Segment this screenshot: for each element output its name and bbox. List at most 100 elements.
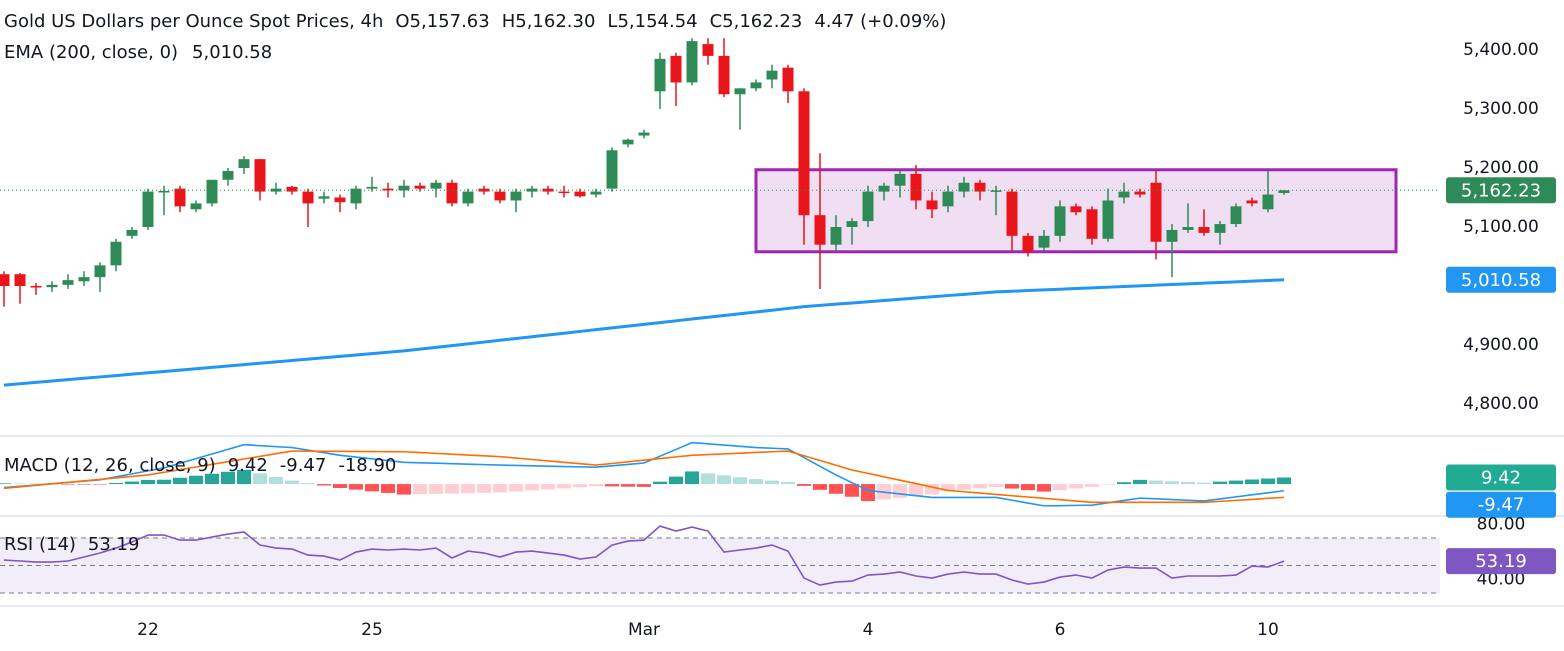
candle-body — [414, 185, 426, 189]
candle-body — [1182, 227, 1194, 230]
candle-body — [622, 139, 634, 145]
indicator-value: 5,010.58 — [192, 42, 272, 63]
indicator-value: 53.19 — [88, 534, 140, 555]
histogram-bar — [781, 481, 795, 485]
histogram-bar — [893, 484, 907, 498]
histogram-bar — [189, 475, 203, 485]
candle-body — [510, 191, 522, 201]
candle-body — [30, 286, 42, 288]
candle-body — [1134, 191, 1146, 195]
price-pill — [1446, 266, 1556, 293]
candle-body — [846, 221, 858, 228]
candle-body — [0, 274, 10, 287]
histogram-bar — [861, 484, 875, 502]
candle-body — [638, 132, 650, 136]
histogram-bar — [941, 484, 955, 492]
price-pill-label: 5,010.58 — [1461, 270, 1541, 291]
candle-body — [862, 191, 874, 222]
histogram-bar — [589, 484, 603, 487]
histogram-bar — [157, 479, 171, 485]
candle-body — [78, 277, 90, 282]
indicator-value: 9.42 — [228, 455, 268, 476]
signal-line — [3, 450, 1285, 504]
histogram-bar — [173, 477, 187, 485]
candle-body — [1278, 190, 1290, 193]
x-tick-label: 10 — [1257, 620, 1279, 640]
histogram-bar — [1053, 484, 1067, 491]
histogram-bar — [221, 471, 235, 485]
candle-body — [830, 227, 842, 245]
candle-body — [174, 188, 186, 207]
y-tick-label: 5,300.00 — [1463, 99, 1539, 119]
candle-body — [1214, 224, 1226, 233]
candle-body — [286, 186, 298, 192]
histogram-bar — [797, 484, 811, 486]
candle-body — [1262, 194, 1274, 210]
candle-body — [126, 229, 138, 236]
candle-body — [782, 67, 794, 92]
candle-body — [62, 280, 74, 285]
histogram-bar — [845, 484, 859, 497]
histogram-bar — [381, 484, 395, 493]
y-tick-label: 4,800.00 — [1463, 394, 1539, 414]
candle-body — [254, 159, 266, 192]
candle-body — [798, 91, 810, 216]
candle-body — [334, 197, 346, 203]
histogram-bar — [541, 484, 555, 490]
y-tick-label: 40.00 — [1477, 569, 1526, 589]
histogram-bar — [349, 484, 363, 490]
indicator-name: EMA (200, close, 0) — [4, 42, 178, 63]
histogram-bar — [29, 483, 43, 485]
candle-body — [206, 179, 218, 204]
candle-body — [814, 215, 826, 245]
histogram-bar — [445, 484, 459, 494]
candle-body — [1198, 227, 1210, 233]
histogram-bar — [237, 469, 251, 485]
ema-line — [3, 278, 1285, 387]
histogram-bar — [1229, 480, 1243, 485]
candle-body — [1006, 191, 1018, 236]
candle-body — [1022, 235, 1034, 252]
histogram-bar — [685, 471, 699, 485]
histogram-bar — [429, 484, 443, 494]
histogram-bar — [301, 483, 315, 485]
histogram-bar — [525, 484, 539, 491]
histogram-bar — [829, 484, 843, 494]
candle-body — [942, 191, 954, 207]
histogram-bar — [925, 484, 939, 495]
change-value: 4.47 (+0.09%) — [814, 11, 946, 32]
candle-body — [382, 188, 394, 191]
candle-body — [1230, 206, 1242, 225]
candle-body — [302, 191, 314, 204]
price-pill — [1446, 548, 1556, 575]
histogram-bar — [1069, 484, 1083, 489]
candle-body — [1166, 229, 1178, 242]
candle-body — [590, 191, 602, 195]
candle-body — [1102, 200, 1114, 239]
candle-body — [926, 200, 938, 210]
y-tick-label: 5,100.00 — [1463, 217, 1539, 237]
candle-body — [910, 173, 922, 201]
indicator-name: MACD (12, 26, close, 9) — [4, 455, 216, 476]
histogram-bar — [1149, 480, 1163, 485]
candle-body — [158, 191, 170, 193]
candle-body — [766, 70, 778, 80]
histogram-bar — [765, 480, 779, 485]
price-pill-label: -9.47 — [1478, 495, 1525, 516]
candle-body — [1086, 209, 1098, 239]
candle-body — [318, 196, 330, 199]
histogram-bar — [717, 475, 731, 485]
candle-body — [494, 191, 506, 201]
histogram-bar — [365, 484, 379, 492]
rsi-line — [3, 525, 1285, 586]
price-pill — [1446, 177, 1556, 204]
histogram-bar — [1165, 481, 1179, 485]
ohlc-value: 5,162.30 — [515, 11, 595, 32]
price-pill — [1446, 491, 1556, 518]
candle-body — [1070, 206, 1082, 213]
price-pill-label: 53.19 — [1475, 551, 1527, 572]
candle-body — [142, 191, 154, 228]
